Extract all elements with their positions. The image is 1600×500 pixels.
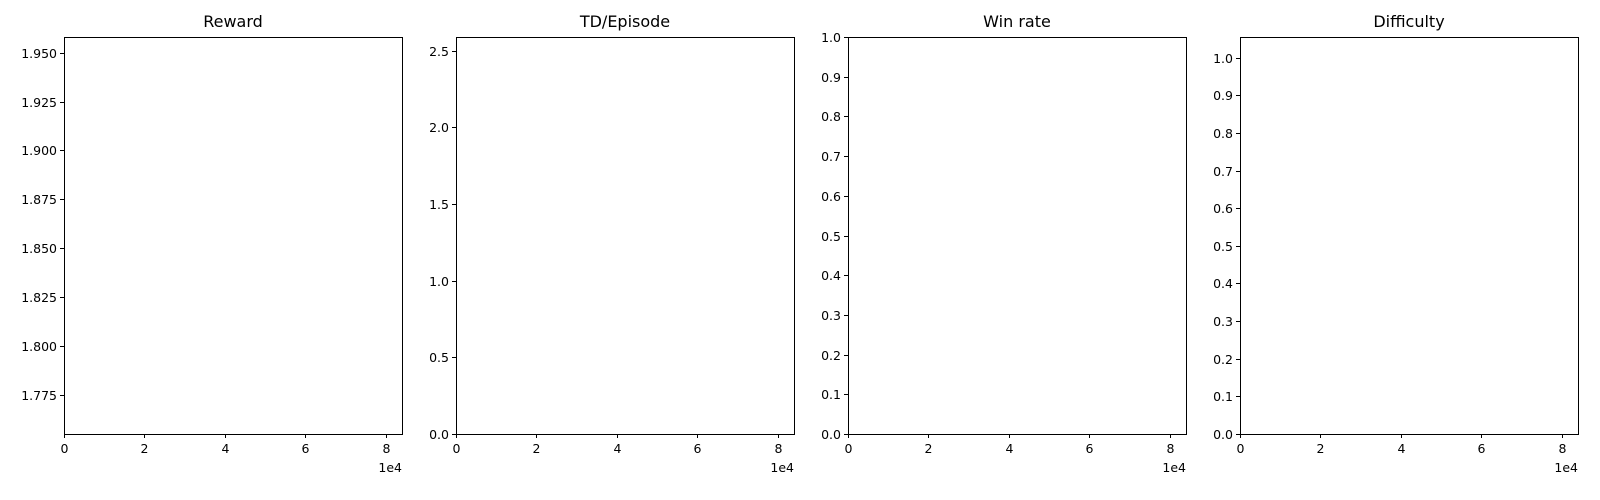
y-tick-label: 0.6 (821, 189, 841, 204)
x-tick-label: 8 (775, 441, 783, 456)
y-tick-label: 0.4 (1213, 276, 1233, 291)
y-tick-label: 1.0 (429, 274, 449, 289)
subplot-3: Win rate 0 2 4 6 8 1e4 0.0 0.1 0.2 0.3 0.4 0.5 0.6 0.7… (821, 12, 1187, 475)
x-tick-label: 2 (141, 441, 149, 456)
x-tick-label: 2 (925, 441, 933, 456)
y-tick-label: 2.0 (429, 120, 449, 135)
x-tick-label: 4 (1398, 441, 1406, 456)
y-tick-label: 0.5 (429, 350, 449, 365)
x-tick-label: 4 (1006, 441, 1014, 456)
y-tick-label: 0.0 (429, 427, 449, 442)
axes-frame (456, 37, 795, 435)
chart-title: Win rate (983, 12, 1051, 31)
y-tick-label: 0.9 (821, 70, 841, 85)
y-tick-label: 0.1 (821, 387, 841, 402)
y-tick-label: 0.5 (1213, 239, 1233, 254)
x-tick-label: 6 (694, 441, 702, 456)
y-tick-label: 0.7 (821, 149, 841, 164)
x-tick-label: 8 (1559, 441, 1567, 456)
y-tick-label: 0.2 (821, 348, 841, 363)
y-tick-label: 1.875 (21, 192, 57, 207)
x-offset-label: 1e4 (770, 460, 794, 475)
subplot-4: Difficulty 0 2 4 6 8 1e4 0.0 0.1 0.2 0.3 0.4 0.5 0.6 0… (1213, 12, 1579, 475)
y-tick-label: 0.0 (821, 427, 841, 442)
chart-title: Difficulty (1373, 12, 1444, 31)
y-tick-label: 0.9 (1213, 88, 1233, 103)
y-tick-label: 0.5 (821, 229, 841, 244)
y-tick-label: 0.2 (1213, 352, 1233, 367)
x-tick-label: 0 (61, 441, 69, 456)
y-tick-label: 1.850 (21, 241, 57, 256)
y-tick-label: 1.0 (821, 30, 841, 45)
x-tick-label: 0 (453, 441, 461, 456)
axes-frame (64, 37, 403, 435)
x-tick-label: 8 (383, 441, 391, 456)
y-tick-label: 1.900 (21, 143, 57, 158)
subplot-1: Reward 0 2 4 6 8 1e4 1.775 1.800 1.825 1.850 1.875 1… (21, 12, 403, 475)
x-offset-label: 1e4 (1554, 460, 1578, 475)
y-tick-label: 0.3 (1213, 314, 1233, 329)
y-tick-label: 0.6 (1213, 201, 1233, 216)
x-tick-label: 0 (1237, 441, 1245, 456)
y-tick-label: 0.3 (821, 308, 841, 323)
y-tick-label: 0.7 (1213, 164, 1233, 179)
y-tick-label: 0.4 (821, 268, 841, 283)
y-tick-label: 0.8 (821, 109, 841, 124)
x-tick-label: 8 (1167, 441, 1175, 456)
y-tick-label: 2.5 (429, 44, 449, 59)
x-tick-label: 6 (1478, 441, 1486, 456)
y-tick-label: 1.825 (21, 290, 57, 305)
x-tick-label: 2 (533, 441, 541, 456)
x-offset-label: 1e4 (1162, 460, 1186, 475)
y-tick-label: 0.0 (1213, 427, 1233, 442)
axes-frame (848, 37, 1187, 435)
x-tick-label: 2 (1317, 441, 1325, 456)
y-tick-label: 0.1 (1213, 389, 1233, 404)
axes-frame (1240, 37, 1579, 435)
y-tick-label: 1.800 (21, 339, 57, 354)
subplot-2: TD/Episode 0 2 4 6 8 1e4 0.0 0.5 1.0 1.5 2.0 2.5 (429, 12, 795, 475)
x-offset-label: 1e4 (378, 460, 402, 475)
chart-title: Reward (203, 12, 263, 31)
x-tick-label: 0 (845, 441, 853, 456)
y-tick-label: 1.5 (429, 197, 449, 212)
x-tick-label: 4 (614, 441, 622, 456)
y-tick-label: 1.775 (21, 388, 57, 403)
y-tick-label: 1.925 (21, 95, 57, 110)
y-tick-label: 1.950 (21, 46, 57, 61)
x-tick-label: 4 (222, 441, 230, 456)
y-tick-label: 0.8 (1213, 126, 1233, 141)
chart-title: TD/Episode (579, 12, 670, 31)
y-tick-label: 1.0 (1213, 51, 1233, 66)
x-tick-label: 6 (302, 441, 310, 456)
x-tick-label: 6 (1086, 441, 1094, 456)
